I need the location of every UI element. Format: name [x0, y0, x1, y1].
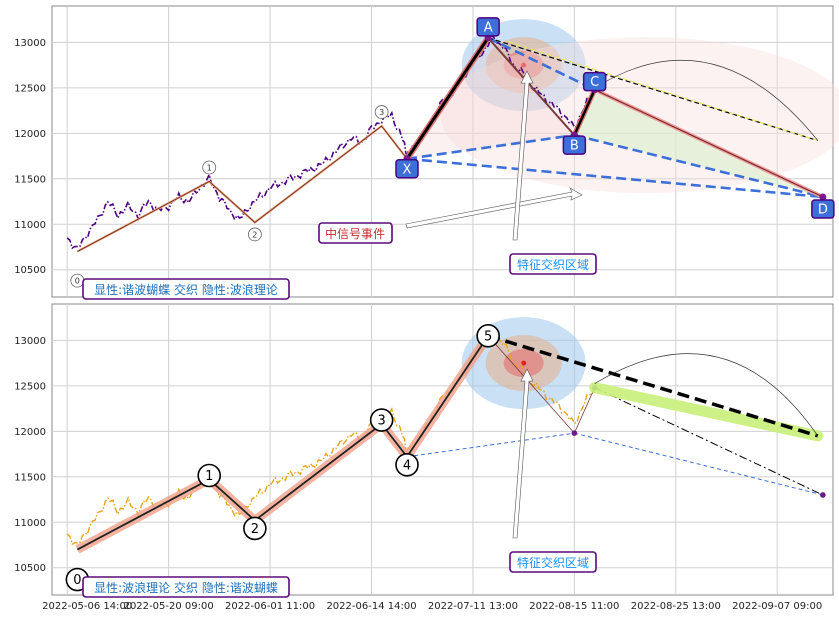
top-projection-line-yellow: [507, 41, 818, 142]
bottom-bd-line: [574, 432, 823, 496]
x-tick-6: 2022-08-25 13:00: [631, 601, 721, 612]
bottom-zone-arrow: [512, 368, 534, 539]
top-xab-triangle: [407, 37, 575, 159]
bottom-wave-label-5: 5: [484, 329, 492, 344]
bottom-wave-label-1: 1: [205, 469, 213, 484]
bottom-zone-center: [521, 360, 527, 366]
top-ac-line: [487, 36, 596, 91]
x-tick-1: 2022-05-20 09:00: [124, 601, 214, 612]
top-legend-text: 显性:谐波蝴蝶 交织 隐性:波浪理论: [94, 282, 278, 297]
x-tick-4: 2022-07-11 13:00: [428, 601, 518, 612]
top-zone-center: [521, 62, 527, 68]
top-y-tick-12500: 12500: [14, 83, 46, 94]
top-pattern-box-D: [811, 199, 835, 219]
top-y-tick-11000: 11000: [14, 220, 46, 231]
bottom-legend-text: 显性:波浪理论 交织 隐性:谐波蝴蝶: [94, 580, 278, 595]
top-bcd-triangle: [574, 89, 823, 197]
top-arc-arrow: [598, 59, 819, 141]
top-pattern-box-B: [562, 135, 587, 155]
bottom-wave-label-2: 2: [251, 522, 259, 537]
bottom-price-line: [66, 330, 596, 546]
top-panel: 10500110001150012000125001300001234XABCD…: [14, 5, 839, 300]
top-legend-box: [82, 278, 290, 300]
bottom-wave-marker-5: [476, 324, 500, 348]
top-bd-line: [574, 133, 824, 199]
bottom-zone-box: [509, 551, 597, 573]
top-cd-line: [594, 89, 824, 198]
x-tick-5: 2022-08-15 11:00: [529, 601, 619, 612]
bottom-arc-arrow: [594, 353, 819, 437]
top-wave-marker-2: [247, 227, 262, 242]
x-tick-0: 2022-05-06 14:00: [42, 601, 132, 612]
bottom-wave-label-4: 4: [403, 458, 411, 473]
bottom-legend-box: [82, 576, 290, 598]
bottom-projection-glow: [589, 382, 824, 442]
bottom-ab-line: [487, 335, 575, 434]
top-xd-line: [406, 157, 823, 199]
bottom-zone-label: 特征交织区域: [517, 555, 589, 570]
bottom-y-tick-13000: 13000: [14, 336, 46, 347]
bottom-wave-label-0: 0: [73, 573, 81, 588]
top-wave-label-3: 3: [379, 108, 384, 117]
bottom-bc-line: [573, 387, 596, 434]
top-y-tick-13000: 13000: [14, 38, 46, 49]
top-wave-label-0: 0: [75, 277, 80, 286]
top-signal-box: [318, 222, 393, 244]
top-y-tick-10500: 10500: [14, 265, 46, 276]
top-wave-marker-1: [202, 160, 217, 175]
x-tick-3: 2022-06-14 14:00: [326, 601, 416, 612]
bottom-y-tick-10500: 10500: [14, 563, 46, 574]
bottom-plot-frame: [51, 303, 834, 596]
x-tick-7: 2022-09-07 09:00: [732, 601, 822, 612]
top-signal-label: 中信号事件: [325, 226, 385, 241]
top-pattern-dot-D: [819, 193, 827, 201]
top-price-line: [66, 33, 596, 250]
bottom-projection-line: [487, 334, 819, 438]
top-zone-arrow: [512, 70, 534, 241]
top-pattern-label-D: D: [818, 202, 828, 217]
top-bc-line: [573, 88, 596, 137]
top-y-tick-11500: 11500: [14, 174, 46, 185]
top-pattern-label-X: X: [403, 162, 412, 177]
bottom-panel: 10500 11000 11500 12000 12500 13000 0 1 2 3 4 5 特征交织…: [14, 303, 834, 598]
top-zone-box: [509, 253, 597, 275]
top-projection-line: [487, 37, 818, 142]
top-pattern-label-C: C: [590, 75, 599, 90]
bottom-cd-line: [594, 387, 824, 496]
top-xb-line: [406, 133, 575, 161]
bottom-pattern-dot-2: [820, 492, 826, 498]
top-signal-arrow: [405, 187, 583, 229]
bottom-wave-label-3: 3: [378, 414, 386, 429]
top-wave-label-2: 2: [252, 230, 257, 239]
top-pattern-box-A: [476, 17, 500, 37]
x-tick-2: 2022-06-01 11:00: [225, 601, 315, 612]
top-wave-marker-3: [374, 105, 389, 119]
top-zone-label: 特征交织区域: [517, 257, 589, 272]
bottom-y-tick-12000: 12000: [14, 427, 46, 438]
top-pattern-label-A: A: [484, 20, 493, 35]
top-pattern-label-B: B: [570, 139, 579, 154]
bottom-pattern-dot-0: [571, 430, 578, 436]
top-pattern-box-X: [395, 159, 419, 179]
bottom-wave-line: [76, 335, 489, 551]
bottom-xb-line: [406, 432, 575, 458]
top-xa-line: [405, 36, 490, 161]
top-y-tick-12000: 12000: [14, 129, 46, 140]
bottom-wave-marker-1: [197, 463, 222, 488]
bottom-wave-marker-3: [369, 408, 394, 432]
bottom-y-tick-12500: 12500: [14, 381, 46, 392]
top-wave-label-1: 1: [207, 164, 212, 173]
top-pattern-box-C: [582, 71, 607, 92]
bottom-y-tick-11000: 11000: [14, 518, 46, 529]
bottom-wave-marker-4: [395, 452, 419, 477]
top-wave-line: [77, 125, 408, 252]
bottom-y-tick-11500: 11500: [14, 472, 46, 483]
bottom-wave-marker-2: [243, 516, 267, 541]
top-ab-line: [487, 36, 576, 137]
